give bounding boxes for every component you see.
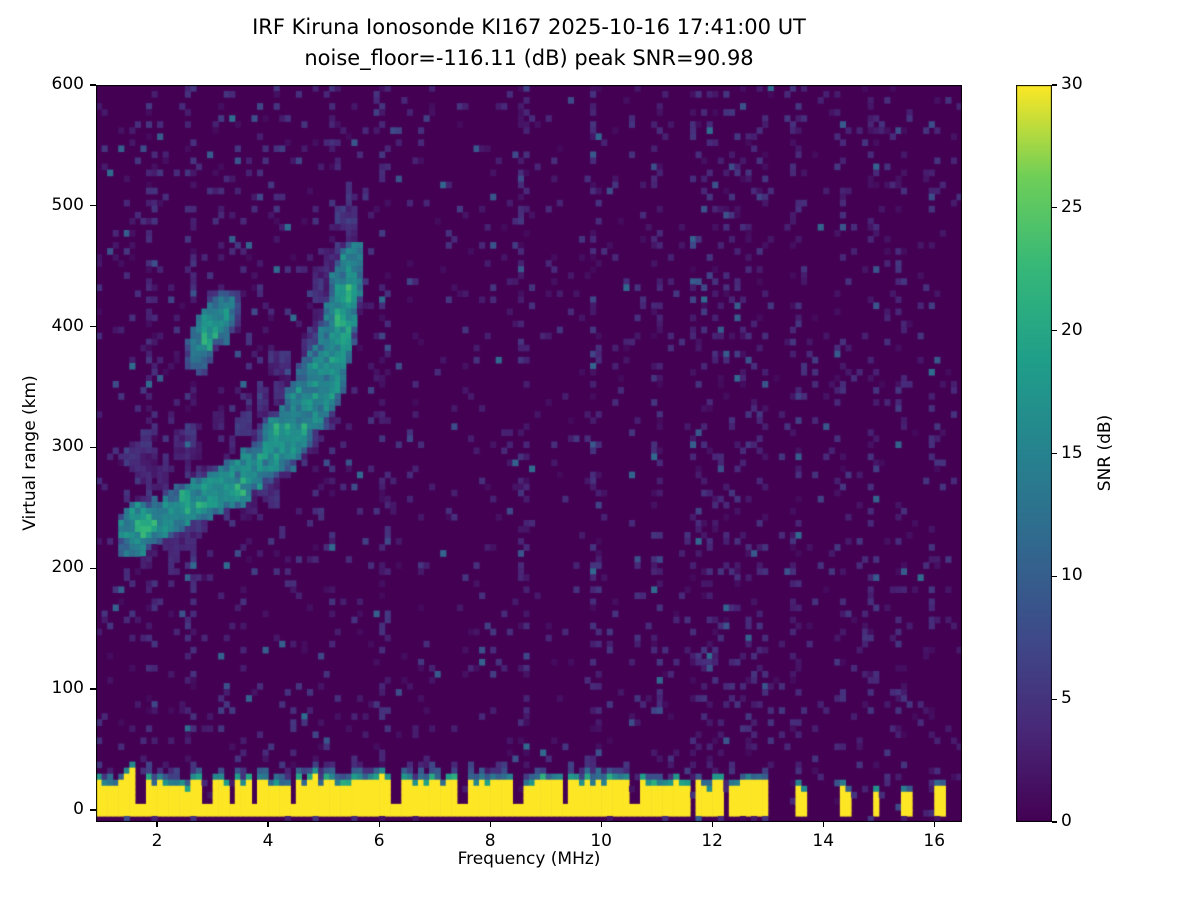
y-tick-label: 0	[73, 798, 84, 819]
x-tick-mark	[933, 822, 935, 827]
chart-title-line2: noise_floor=-116.11 (dB) peak SNR=90.98	[304, 46, 754, 70]
y-tick-label: 600	[51, 74, 84, 94]
x-tick-mark	[711, 822, 713, 827]
colorbar-tick-label: 10	[1061, 565, 1083, 586]
x-tick-mark	[600, 822, 602, 827]
colorbar-label: SNR (dB)	[1095, 414, 1115, 492]
colorbar-tick-mark	[1052, 330, 1057, 332]
chart-title: IRF Kiruna Ionosonde KI167 2025-10-16 17…	[96, 12, 962, 74]
x-tick-label: 12	[701, 831, 724, 851]
y-tick-label: 200	[51, 557, 84, 578]
x-tick-label: 4	[262, 831, 274, 851]
y-tick-mark	[90, 567, 96, 569]
y-tick-label: 400	[51, 315, 84, 336]
x-tick-label: 8	[484, 831, 496, 851]
x-axis-label: Frequency (MHz)	[457, 849, 601, 869]
y-tick-mark	[90, 809, 96, 811]
colorbar-tick-label: 20	[1061, 319, 1083, 340]
colorbar-tick-label: 0	[1061, 811, 1072, 831]
x-tick-label: 16	[923, 831, 946, 851]
x-tick-mark	[822, 822, 824, 827]
y-tick-mark	[90, 84, 96, 86]
chart-title-line1: IRF Kiruna Ionosonde KI167 2025-10-16 17…	[252, 15, 806, 39]
x-tick-label: 2	[151, 831, 163, 851]
x-tick-label: 6	[373, 831, 385, 851]
colorbar-tick-mark	[1052, 698, 1057, 700]
colorbar-tick-mark	[1052, 821, 1057, 823]
x-tick-mark	[156, 822, 158, 827]
colorbar-tick-mark	[1052, 84, 1057, 86]
y-tick-mark	[90, 446, 96, 449]
x-tick-label: 14	[812, 831, 835, 851]
y-tick-mark	[90, 326, 96, 328]
colorbar-tick-mark	[1052, 575, 1057, 577]
x-tick-mark	[489, 822, 491, 827]
ionogram-heatmap	[96, 85, 962, 822]
x-tick-label: 10	[590, 831, 612, 851]
x-tick-mark	[267, 822, 269, 827]
colorbar-tick-label: 5	[1061, 688, 1072, 709]
y-tick-label: 500	[51, 194, 84, 215]
x-tick-mark	[378, 822, 380, 827]
colorbar-tick-label: 15	[1061, 442, 1083, 463]
colorbar-tick-mark	[1052, 207, 1057, 209]
y-tick-label: 300	[51, 436, 84, 457]
y-tick-label: 100	[51, 678, 84, 699]
colorbar-tick-mark	[1052, 452, 1057, 455]
colorbar-tick-label: 30	[1061, 74, 1083, 94]
colorbar-tick-label: 25	[1061, 196, 1083, 217]
y-tick-mark	[90, 688, 96, 690]
y-tick-mark	[90, 205, 96, 207]
colorbar	[1016, 85, 1052, 822]
